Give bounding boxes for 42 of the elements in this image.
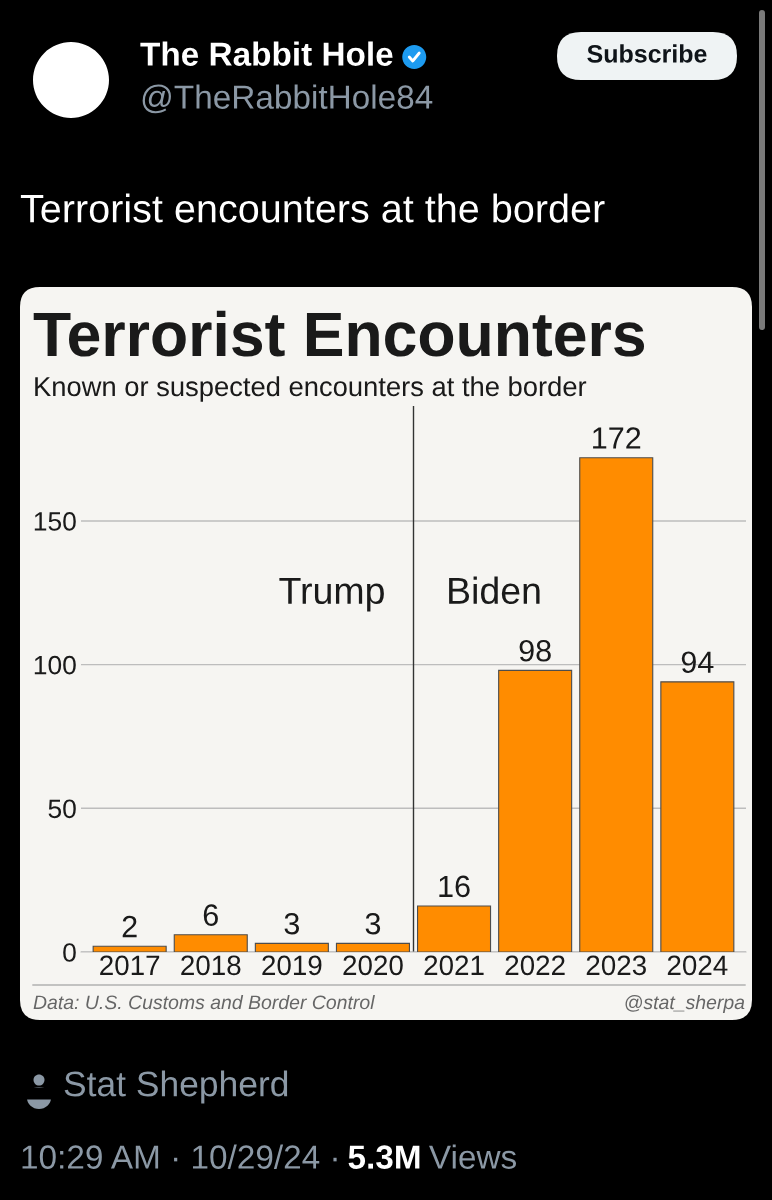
- data-label: 98: [519, 639, 551, 662]
- data-label: 94: [681, 651, 714, 674]
- bar: [335, 942, 411, 952]
- data-label: 3: [365, 912, 381, 935]
- bar: [416, 905, 492, 952]
- text: @TheRabbitHole84: [142, 84, 433, 114]
- x-tick-label: 2020: [343, 955, 403, 976]
- data-label: 16: [439, 875, 470, 898]
- y-tick-label: 0: [63, 943, 76, 962]
- y-tick-label: 150: [34, 512, 76, 531]
- data-label: 6: [203, 904, 218, 926]
- data-label: 2: [122, 915, 137, 938]
- x-tick-label: 2022: [505, 955, 565, 976]
- bar: [660, 681, 735, 952]
- chart-subtitle: Known or suspected encounters at the border: [35, 376, 587, 402]
- bar: [579, 457, 654, 952]
- x-tick-label: 2023: [586, 955, 646, 976]
- data-label: 172: [593, 427, 641, 449]
- chart-title: Terrorist Encounters: [33, 310, 645, 357]
- text: The Rabbit Hole: [140, 41, 393, 66]
- bar: [254, 942, 329, 952]
- text: Data: U.S. Customs and Border Control: [33, 994, 375, 1010]
- text: Views: [429, 1144, 516, 1169]
- y-tick-label: 100: [34, 655, 76, 675]
- text: 5.3M: [348, 1145, 420, 1169]
- bar: [498, 669, 573, 952]
- y-tick-label: 50: [48, 799, 76, 819]
- annotation: Biden: [449, 576, 540, 605]
- x-tick-label: 2024: [667, 955, 728, 976]
- x-tick-label: 2017: [100, 955, 160, 976]
- x-tick-label: 2018: [181, 955, 241, 976]
- text: 10:29 AM · 10/29/24 ·: [22, 1144, 337, 1169]
- text: Terrorist encounters at the border: [20, 193, 605, 223]
- annotation: Trump: [279, 577, 384, 612]
- text: Stat Shepherd: [64, 1070, 288, 1104]
- x-tick-label: 2019: [262, 955, 322, 976]
- x-tick-label: 2021: [424, 955, 484, 976]
- bar: [92, 945, 167, 952]
- text: Subscribe: [587, 44, 707, 63]
- data-label: 3: [284, 912, 300, 935]
- text: @stat_sherpa: [625, 994, 745, 1014]
- bar: [173, 934, 248, 952]
